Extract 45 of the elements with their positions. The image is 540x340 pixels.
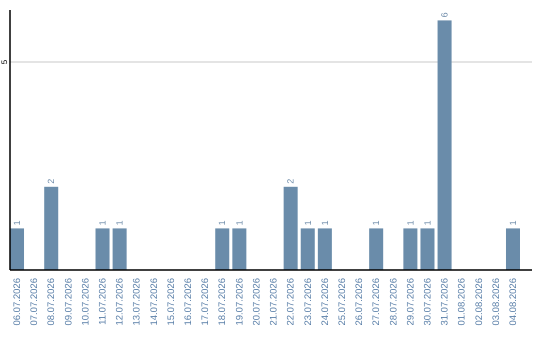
x-tick-label: 04.08.2026 (508, 278, 519, 326)
x-tick-label: 18.07.2026 (217, 278, 228, 326)
x-tick-label: 07.07.2026 (29, 278, 40, 326)
data-label: 2 (46, 178, 56, 184)
data-label: 1 (320, 220, 330, 226)
x-tick-label: 27.07.2026 (371, 278, 382, 326)
x-tick-label: 13.07.2026 (132, 278, 143, 326)
data-label: 1 (12, 220, 22, 226)
x-tick-label: 17.07.2026 (200, 278, 212, 326)
data-label: 1 (234, 220, 244, 226)
x-tick-label: 19.07.2026 (234, 278, 246, 326)
data-label: 1 (114, 220, 125, 226)
x-tick-label: 26.07.2026 (354, 278, 366, 326)
x-tick-label: 12.07.2026 (114, 278, 126, 326)
data-label: 2 (286, 178, 296, 184)
x-tick-label: 11.07.2026 (98, 278, 109, 325)
x-tick-label: 01.08.2026 (456, 278, 468, 326)
x-tick-label: 16.07.2026 (183, 278, 194, 326)
x-tick-label: 31.07.2026 (440, 278, 451, 326)
data-label: 1 (98, 220, 108, 226)
x-tick-label: 08.07.2026 (46, 278, 58, 326)
x-tick-label: 23.07.2026 (302, 278, 314, 326)
data-label: 1 (217, 220, 228, 226)
data-label: 6 (440, 12, 450, 18)
x-tick-label: 09.07.2026 (63, 278, 74, 326)
x-tick-label: 20.07.2026 (251, 278, 262, 326)
x-tick-label: 30.07.2026 (422, 278, 434, 326)
x-tick-label: 28.07.2026 (388, 278, 400, 326)
x-tick-label: 21.07.2026 (268, 278, 280, 326)
x-tick-label: 24.07.2026 (320, 278, 331, 326)
x-tick-label: 15.07.2026 (166, 278, 177, 326)
y-tick-label: 5 (0, 59, 9, 64)
data-label: 1 (302, 220, 313, 226)
x-tick-label: 14.07.2026 (148, 278, 160, 326)
x-tick-label: 22.07.2026 (286, 278, 297, 326)
x-tick-label: 25.07.2026 (336, 278, 348, 326)
x-tick-label: 02.08.2026 (474, 278, 485, 326)
data-label: 1 (405, 220, 416, 226)
x-tick-label: 03.08.2026 (490, 278, 502, 326)
x-tick-label: 29.07.2026 (405, 278, 416, 326)
x-tick-label: 10.07.2026 (80, 278, 92, 326)
data-label: 1 (422, 220, 432, 226)
data-label: 1 (371, 220, 382, 226)
data-label: 1 (508, 220, 518, 226)
x-tick-label: 06.07.2026 (12, 278, 24, 326)
